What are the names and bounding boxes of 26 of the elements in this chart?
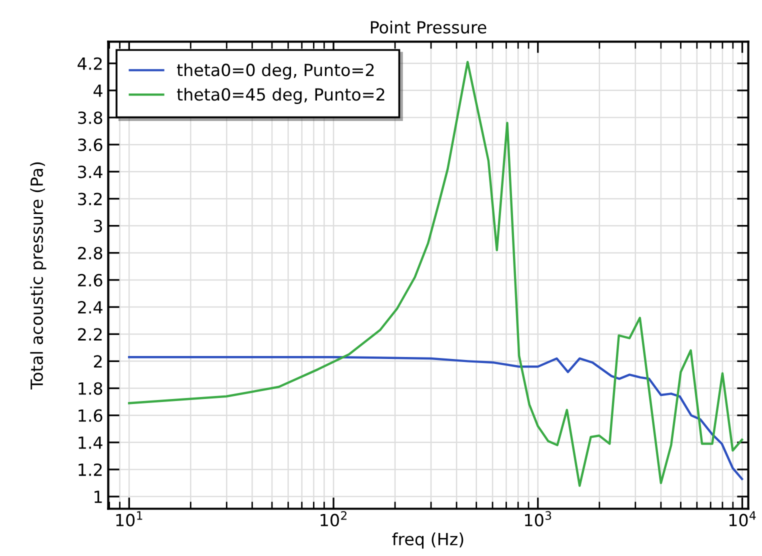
y-tick-label: 3.2: [78, 192, 102, 206]
y-tick-label: 3.8: [78, 111, 102, 124]
y-tick-label: 3.4: [78, 166, 102, 178]
y-tick-label: 1.6: [78, 409, 102, 422]
y-tick-label: 1.8: [78, 382, 102, 395]
legend-label: theta0=0 deg, Punto=2: [176, 63, 374, 80]
legend-label: theta0=45 deg, Punto=2: [176, 88, 384, 104]
x-axis-title: freq (Hz): [392, 532, 464, 549]
y-axis-title: Total acoustic pressure (Pa): [30, 162, 46, 390]
x-tick-label: 10$^{4}$: [729, 511, 756, 526]
y-tick-label: 2.8: [78, 246, 102, 260]
y-tick-label: 4.2: [78, 57, 102, 70]
y-tick-label: 2.6: [78, 274, 102, 287]
y-tick-label: 2.2: [78, 328, 102, 340]
y-tick-label: 4: [94, 84, 102, 97]
y-tick-label: 2: [94, 355, 102, 368]
x-tick-label: 10$^{2}$: [320, 511, 346, 526]
y-tick-label: 2.4: [78, 300, 102, 314]
y-tick-label: 1.2: [78, 463, 102, 476]
y-tick-label: 3.6: [78, 138, 102, 152]
x-tick-label: 10$^{3}$: [525, 511, 552, 526]
y-tick-label: 1.4: [78, 436, 102, 449]
y-tick-label: 1: [94, 490, 102, 503]
chart-title: Point Pressure: [370, 20, 486, 34]
y-tick-label: 3: [94, 220, 102, 232]
x-tick-label: 10$^{1}$: [116, 511, 142, 526]
